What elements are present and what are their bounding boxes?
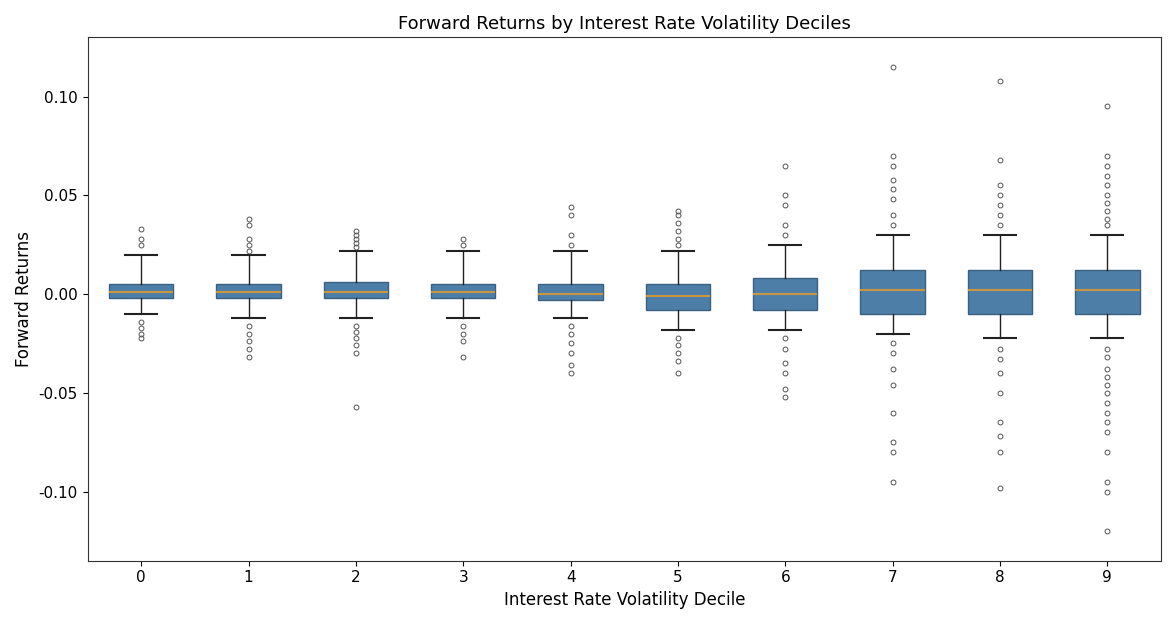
PathPatch shape [432,284,495,298]
PathPatch shape [646,284,710,310]
Title: Forward Returns by Interest Rate Volatility Deciles: Forward Returns by Interest Rate Volatil… [397,15,850,33]
PathPatch shape [861,270,924,314]
PathPatch shape [216,284,281,298]
PathPatch shape [109,284,173,298]
PathPatch shape [753,278,817,310]
PathPatch shape [968,270,1033,314]
PathPatch shape [323,282,388,298]
Y-axis label: Forward Returns: Forward Returns [15,231,33,367]
X-axis label: Interest Rate Volatility Decile: Interest Rate Volatility Decile [503,591,746,609]
PathPatch shape [539,284,603,300]
PathPatch shape [1075,270,1140,314]
